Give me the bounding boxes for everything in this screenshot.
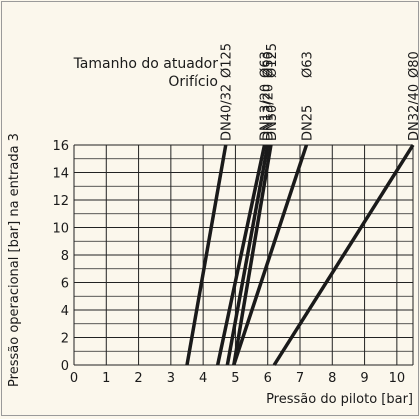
- series-actuator-label: Ø63: [258, 51, 273, 78]
- series-line: [215, 144, 267, 366]
- series-line: [272, 144, 415, 366]
- series-orifice-label: DN13/20: [262, 84, 277, 141]
- grid: [73, 144, 414, 366]
- y-tick-label: 0: [61, 359, 69, 374]
- header-orifice-label: Orifício: [168, 74, 218, 90]
- x-axis-label: Pressão do piloto [bar]: [266, 392, 413, 407]
- header-actuator-size-label: Tamanho do atuador: [73, 56, 219, 72]
- series-actuator-label: Ø125: [265, 43, 280, 78]
- x-tick-label: 8: [328, 371, 336, 386]
- series-orifice-label: DN40/32: [220, 84, 235, 141]
- x-tick-label: 6: [264, 371, 272, 386]
- x-tick-label: 5: [231, 371, 239, 386]
- x-tick-label: 3: [167, 371, 175, 386]
- series-actuator-label: Ø50: [262, 51, 277, 78]
- series-orifice-label: DN50: [265, 105, 280, 141]
- series-orifice-label: DN25: [300, 105, 315, 141]
- series-actuator-label: Ø63: [300, 51, 315, 78]
- y-tick-label: 16: [52, 139, 69, 154]
- y-tick-label: 14: [52, 167, 69, 182]
- x-tick-label: 2: [134, 371, 142, 386]
- x-tick-label: 4: [199, 371, 207, 386]
- y-tick-label: 8: [61, 249, 69, 264]
- series-line: [185, 144, 228, 366]
- series-labels: Ø125 DN40/32 Ø63 DN13/20 Ø50 DN13/20 Ø125 DN50 Ø…: [220, 43, 420, 141]
- y-axis-label: Pressão operacional [bar] na entrada 3: [7, 133, 22, 387]
- y-tick-label: 10: [52, 222, 69, 237]
- y-tick-labels: 0 2 4 6 8 10 12 14 16: [52, 139, 69, 374]
- series-line: [232, 144, 273, 366]
- y-tick-label: 2: [61, 332, 69, 347]
- series-lines: [185, 144, 415, 366]
- series-actuator-label: Ø125: [220, 43, 235, 78]
- y-tick-label: 4: [61, 304, 69, 319]
- series-orifice-label: DN32/40: [407, 84, 418, 141]
- x-tick-label: 9: [360, 371, 368, 386]
- series-line: [232, 144, 309, 366]
- x-tick-labels: 0 1 2 3 4 5 6 7 8 9 10: [70, 371, 405, 386]
- x-tick-label: 10: [389, 371, 406, 386]
- y-tick-label: 6: [61, 277, 69, 292]
- x-tick-label: 1: [102, 371, 110, 386]
- x-tick-label: 0: [70, 371, 78, 386]
- x-tick-label: 7: [296, 371, 304, 386]
- series-orifice-label: DN13/20: [258, 84, 273, 141]
- series-actuator-label: Ø80: [407, 51, 418, 78]
- series-line: [225, 144, 270, 366]
- y-tick-label: 12: [52, 194, 69, 209]
